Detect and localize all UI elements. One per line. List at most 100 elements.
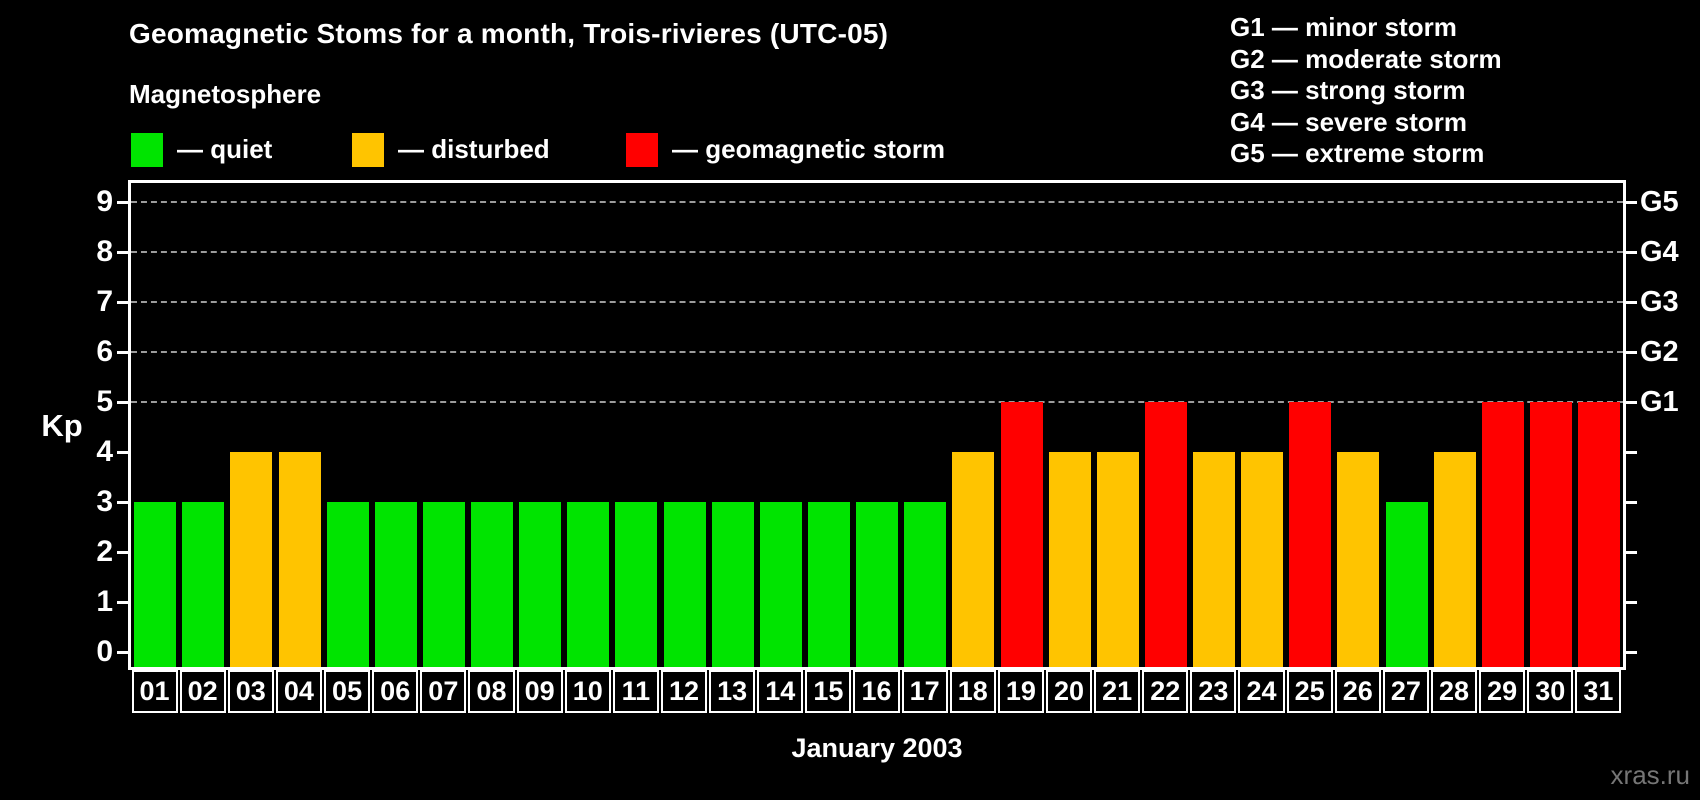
kp-bar-day-05 — [326, 502, 369, 667]
kp-bar-day-03 — [230, 452, 273, 667]
y-left-tick-label-7: 7 — [96, 285, 113, 318]
y-axis-label: Kp — [41, 408, 83, 443]
y-left-tick-9 — [117, 200, 131, 204]
day-label-box-19: 19 — [997, 670, 1044, 713]
day-label-box-24: 24 — [1238, 670, 1285, 713]
y-left-tick-4 — [117, 450, 131, 454]
day-label-box-04: 04 — [275, 670, 322, 713]
kp-bar-day-02 — [182, 502, 225, 667]
day-label-box-29: 29 — [1479, 670, 1526, 713]
day-label-box-26: 26 — [1334, 670, 1381, 713]
kp-bar-day-31 — [1578, 402, 1621, 667]
kp-bar-day-08 — [471, 502, 514, 667]
kp-bar-day-13 — [711, 502, 754, 667]
y-right-tick-label-G5: G5 — [1640, 186, 1679, 218]
y-left-tick-label-8: 8 — [96, 235, 113, 268]
plot-area — [128, 180, 1626, 670]
day-label-box-25: 25 — [1286, 670, 1333, 713]
y-left-tick-label-1: 1 — [96, 585, 113, 618]
gridline-kp-9 — [131, 201, 1623, 203]
y-left-tick-1 — [117, 600, 131, 604]
y-right-tick-2 — [1623, 550, 1637, 554]
day-label-box-28: 28 — [1430, 670, 1478, 713]
day-label-box-12: 12 — [660, 670, 708, 713]
y-left-tick-label-0: 0 — [96, 635, 113, 668]
y-right-tick-label-G4: G4 — [1640, 236, 1679, 268]
kp-bar-day-12 — [663, 502, 706, 667]
kp-bar-day-15 — [808, 502, 850, 667]
day-label-box-07: 07 — [420, 670, 467, 713]
y-left-tick-2 — [117, 550, 131, 554]
y-left-tick-label-2: 2 — [96, 535, 113, 568]
gridline-kp-7 — [131, 301, 1623, 303]
day-label-box-23: 23 — [1190, 670, 1237, 713]
y-right-tick-label-G3: G3 — [1640, 286, 1679, 318]
gridline-kp-6 — [131, 351, 1623, 353]
legend-label-geomagnetic-storm: — geomagnetic storm — [672, 134, 946, 164]
day-label-box-11: 11 — [612, 670, 659, 713]
day-label-box-13: 13 — [709, 670, 756, 713]
y-right-tick-7 — [1623, 300, 1637, 304]
day-label-box-10: 10 — [564, 670, 611, 713]
x-axis-title: January 2003 — [791, 733, 963, 763]
y-right-tick-0 — [1623, 650, 1637, 654]
watermark: xras.ru — [1610, 760, 1690, 790]
kp-bar-day-24 — [1241, 452, 1284, 667]
gscale-legend-line-2: G2 — moderate storm — [1230, 43, 1502, 74]
y-right-tick-5 — [1623, 400, 1637, 404]
kp-bar-day-07 — [422, 502, 465, 667]
kp-bar-day-04 — [278, 452, 321, 667]
y-left-tick-label-5: 5 — [96, 385, 113, 418]
gscale-legend-line-3: G3 — strong storm — [1230, 75, 1466, 105]
kp-bar-day-14 — [759, 502, 802, 667]
y-left-tick-6 — [117, 350, 131, 354]
day-label-box-02: 02 — [179, 670, 226, 713]
kp-bar-day-26 — [1337, 452, 1380, 667]
day-label-box-15: 15 — [805, 670, 852, 713]
y-left-tick-label-3: 3 — [96, 485, 113, 518]
kp-bar-day-29 — [1481, 402, 1524, 667]
y-left-tick-label-4: 4 — [96, 435, 113, 468]
gridline-kp-5 — [131, 401, 1623, 403]
legend-label-quiet: — quiet — [177, 134, 273, 164]
day-label-box-30: 30 — [1527, 670, 1574, 713]
legend-label-disturbed: — disturbed — [398, 134, 550, 164]
day-label-box-31: 31 — [1575, 670, 1622, 713]
day-label-box-01: 01 — [131, 670, 178, 713]
y-right-tick-9 — [1623, 200, 1637, 204]
kp-bar-day-18 — [952, 452, 995, 667]
y-right-tick-4 — [1623, 450, 1637, 454]
gscale-legend-line-1: G1 — minor storm — [1230, 12, 1457, 42]
y-right-tick-label-G1: G1 — [1640, 386, 1679, 418]
day-label-box-14: 14 — [757, 670, 804, 713]
gscale-legend-line-4: G4 — severe storm — [1230, 106, 1468, 137]
day-label-box-17: 17 — [901, 670, 948, 713]
kp-bar-day-06 — [374, 502, 417, 667]
day-label-box-05: 05 — [324, 670, 371, 713]
kp-bar-day-09 — [519, 502, 562, 667]
kp-bar-day-11 — [615, 502, 658, 667]
day-label-box-18: 18 — [949, 670, 996, 713]
day-label-box-20: 20 — [1045, 670, 1093, 713]
day-label-box-08: 08 — [468, 670, 515, 713]
y-left-tick-3 — [117, 500, 131, 504]
y-left-tick-7 — [117, 300, 131, 304]
legend-item-geomagnetic-storm: — geomagnetic storm — [626, 132, 945, 167]
legend-swatch-disturbed — [352, 132, 384, 167]
day-label-box-06: 06 — [372, 670, 419, 713]
kp-bar-day-10 — [567, 502, 610, 667]
y-left-tick-8 — [117, 250, 131, 254]
day-label-box-16: 16 — [853, 670, 900, 713]
y-left-tick-label-6: 6 — [96, 335, 113, 368]
gridline-kp-8 — [131, 251, 1623, 253]
kp-bar-day-22 — [1144, 402, 1187, 667]
kp-bar-day-20 — [1048, 452, 1091, 667]
y-left-tick-label-9: 9 — [96, 185, 113, 218]
kp-bar-day-21 — [1096, 452, 1139, 667]
y-left-tick-0 — [117, 650, 131, 654]
y-right-tick-3 — [1623, 500, 1637, 504]
y-right-tick-label-G2: G2 — [1640, 336, 1679, 368]
legend-swatch-quiet — [131, 132, 163, 167]
day-label-box-22: 22 — [1142, 670, 1189, 713]
